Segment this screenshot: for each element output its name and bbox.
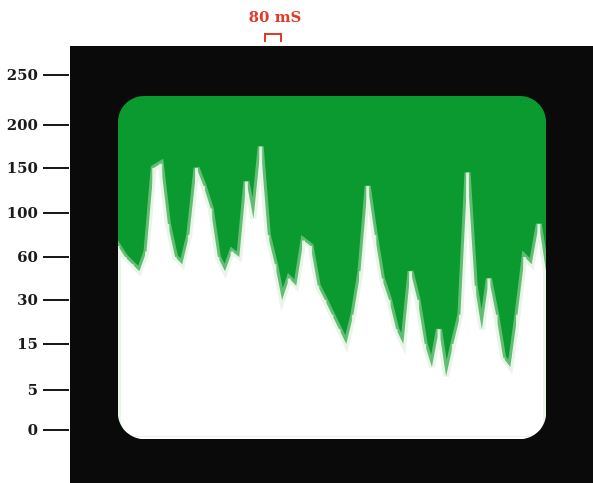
y-tick-mark: [43, 389, 69, 391]
y-tick-mark: [43, 256, 69, 258]
y-tick-mark: [43, 429, 69, 431]
y-tick-label: 0: [27, 421, 38, 439]
y-tick: 60: [0, 247, 72, 267]
y-tick-label: 60: [17, 248, 38, 266]
y-tick-mark: [43, 212, 69, 214]
time-scale-marker: 80 mS: [230, 6, 320, 46]
y-tick-label: 200: [6, 116, 38, 134]
time-scale-bracket: [264, 33, 282, 42]
y-tick-mark: [43, 343, 69, 345]
spectrum-display: [118, 96, 546, 439]
trace-baseline: [118, 437, 546, 439]
y-tick: 0: [0, 420, 72, 440]
y-tick-mark: [43, 124, 69, 126]
crt-bezel: [70, 46, 593, 483]
y-tick-label: 15: [17, 335, 38, 353]
y-tick-label: 100: [6, 204, 38, 222]
y-tick-label: 5: [27, 381, 38, 399]
y-tick-label: 150: [6, 159, 38, 177]
y-tick-mark: [43, 74, 69, 76]
time-scale-label: 80 mS: [248, 8, 302, 26]
y-tick-label: 250: [6, 66, 38, 84]
y-axis: 250 200 150 100 60 30 15 5 0: [0, 0, 80, 483]
y-tick: 100: [0, 203, 72, 223]
trace-group: [118, 146, 546, 439]
y-tick: 15: [0, 334, 72, 354]
y-tick-label: 30: [17, 291, 38, 309]
y-tick: 200: [0, 115, 72, 135]
y-tick: 250: [0, 65, 72, 85]
y-tick: 5: [0, 380, 72, 400]
trace-glow: [118, 146, 546, 439]
y-tick-mark: [43, 167, 69, 169]
y-tick: 30: [0, 290, 72, 310]
y-tick: 150: [0, 158, 72, 178]
y-tick-mark: [43, 299, 69, 301]
